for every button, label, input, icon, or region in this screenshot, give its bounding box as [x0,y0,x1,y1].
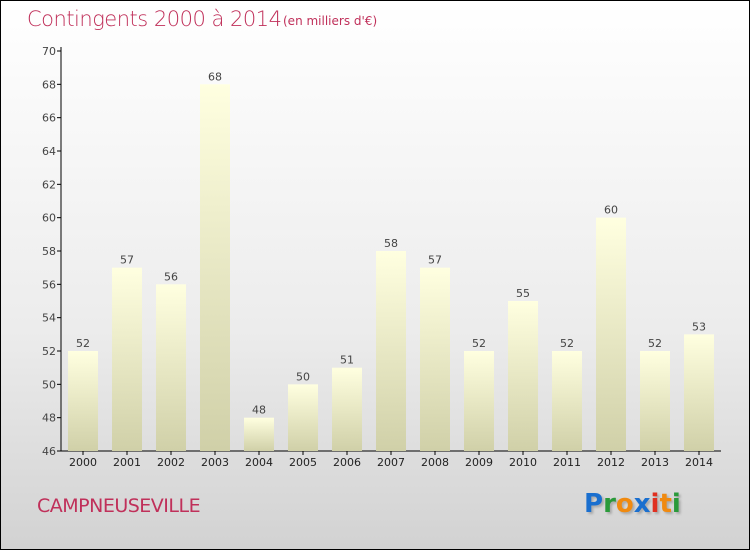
bar-2005 [288,384,318,451]
bar-2000 [68,351,98,451]
x-tick-label: 2005 [289,456,317,469]
x-tick-label: 2012 [597,456,625,469]
y-tick-label: 46 [42,445,56,458]
bar-value-label: 58 [384,237,398,250]
bar-value-label: 48 [252,404,266,417]
bar-value-label: 57 [428,254,442,267]
bar-2009 [464,351,494,451]
x-tick-label: 2014 [685,456,713,469]
y-tick-label: 50 [42,378,56,391]
bar-value-label: 68 [208,70,222,83]
bar-value-label: 60 [604,204,618,217]
y-tick-label: 64 [42,145,56,158]
bar-value-label: 53 [692,320,706,333]
bar-value-label: 51 [340,354,354,367]
bar-value-label: 52 [76,337,90,350]
chart-title: Contingents 2000 à 2014 [27,7,282,31]
y-tick-label: 60 [42,212,56,225]
bar-value-label: 52 [648,337,662,350]
bar-2014 [684,334,714,451]
x-tick-label: 2013 [641,456,669,469]
y-tick-label: 52 [42,345,56,358]
y-tick-label: 70 [42,45,56,58]
x-tick-label: 2010 [509,456,537,469]
bar-value-label: 57 [120,254,134,267]
y-tick-label: 56 [42,278,56,291]
bar-2001 [112,267,142,451]
bar-value-label: 56 [164,270,178,283]
bar-value-label: 52 [472,337,486,350]
x-tick-label: 2004 [245,456,273,469]
bar-2002 [156,284,186,451]
y-tick-label: 68 [42,78,56,91]
x-tick-label: 2001 [113,456,141,469]
bar-2003 [200,84,230,451]
x-tick-label: 2008 [421,456,449,469]
y-tick-label: 62 [42,178,56,191]
bar-2010 [508,301,538,451]
city-name: CAMPNEUSEVILLE [37,495,201,517]
y-tick-label: 66 [42,112,56,125]
bar-2004 [244,417,274,451]
x-tick-label: 2009 [465,456,493,469]
bar-2006 [332,367,362,451]
bar-2007 [376,251,406,451]
bar-value-label: 52 [560,337,574,350]
x-tick-label: 2002 [157,456,185,469]
bar-value-label: 55 [516,287,530,300]
bar-2011 [552,351,582,451]
x-tick-label: 2003 [201,456,229,469]
bar-2013 [640,351,670,451]
proxiti-logo[interactable]: Proxiti [584,489,681,519]
y-tick-label: 58 [42,245,56,258]
bar-2012 [596,217,626,451]
x-tick-label: 2006 [333,456,361,469]
bar-value-label: 50 [296,370,310,383]
x-tick-label: 2000 [69,456,97,469]
y-tick-label: 48 [42,412,56,425]
chart-subtitle: (en milliers d'€) [283,14,378,28]
bar-2008 [420,267,450,451]
y-tick-label: 54 [42,312,56,325]
x-tick-label: 2007 [377,456,405,469]
x-tick-label: 2011 [553,456,581,469]
